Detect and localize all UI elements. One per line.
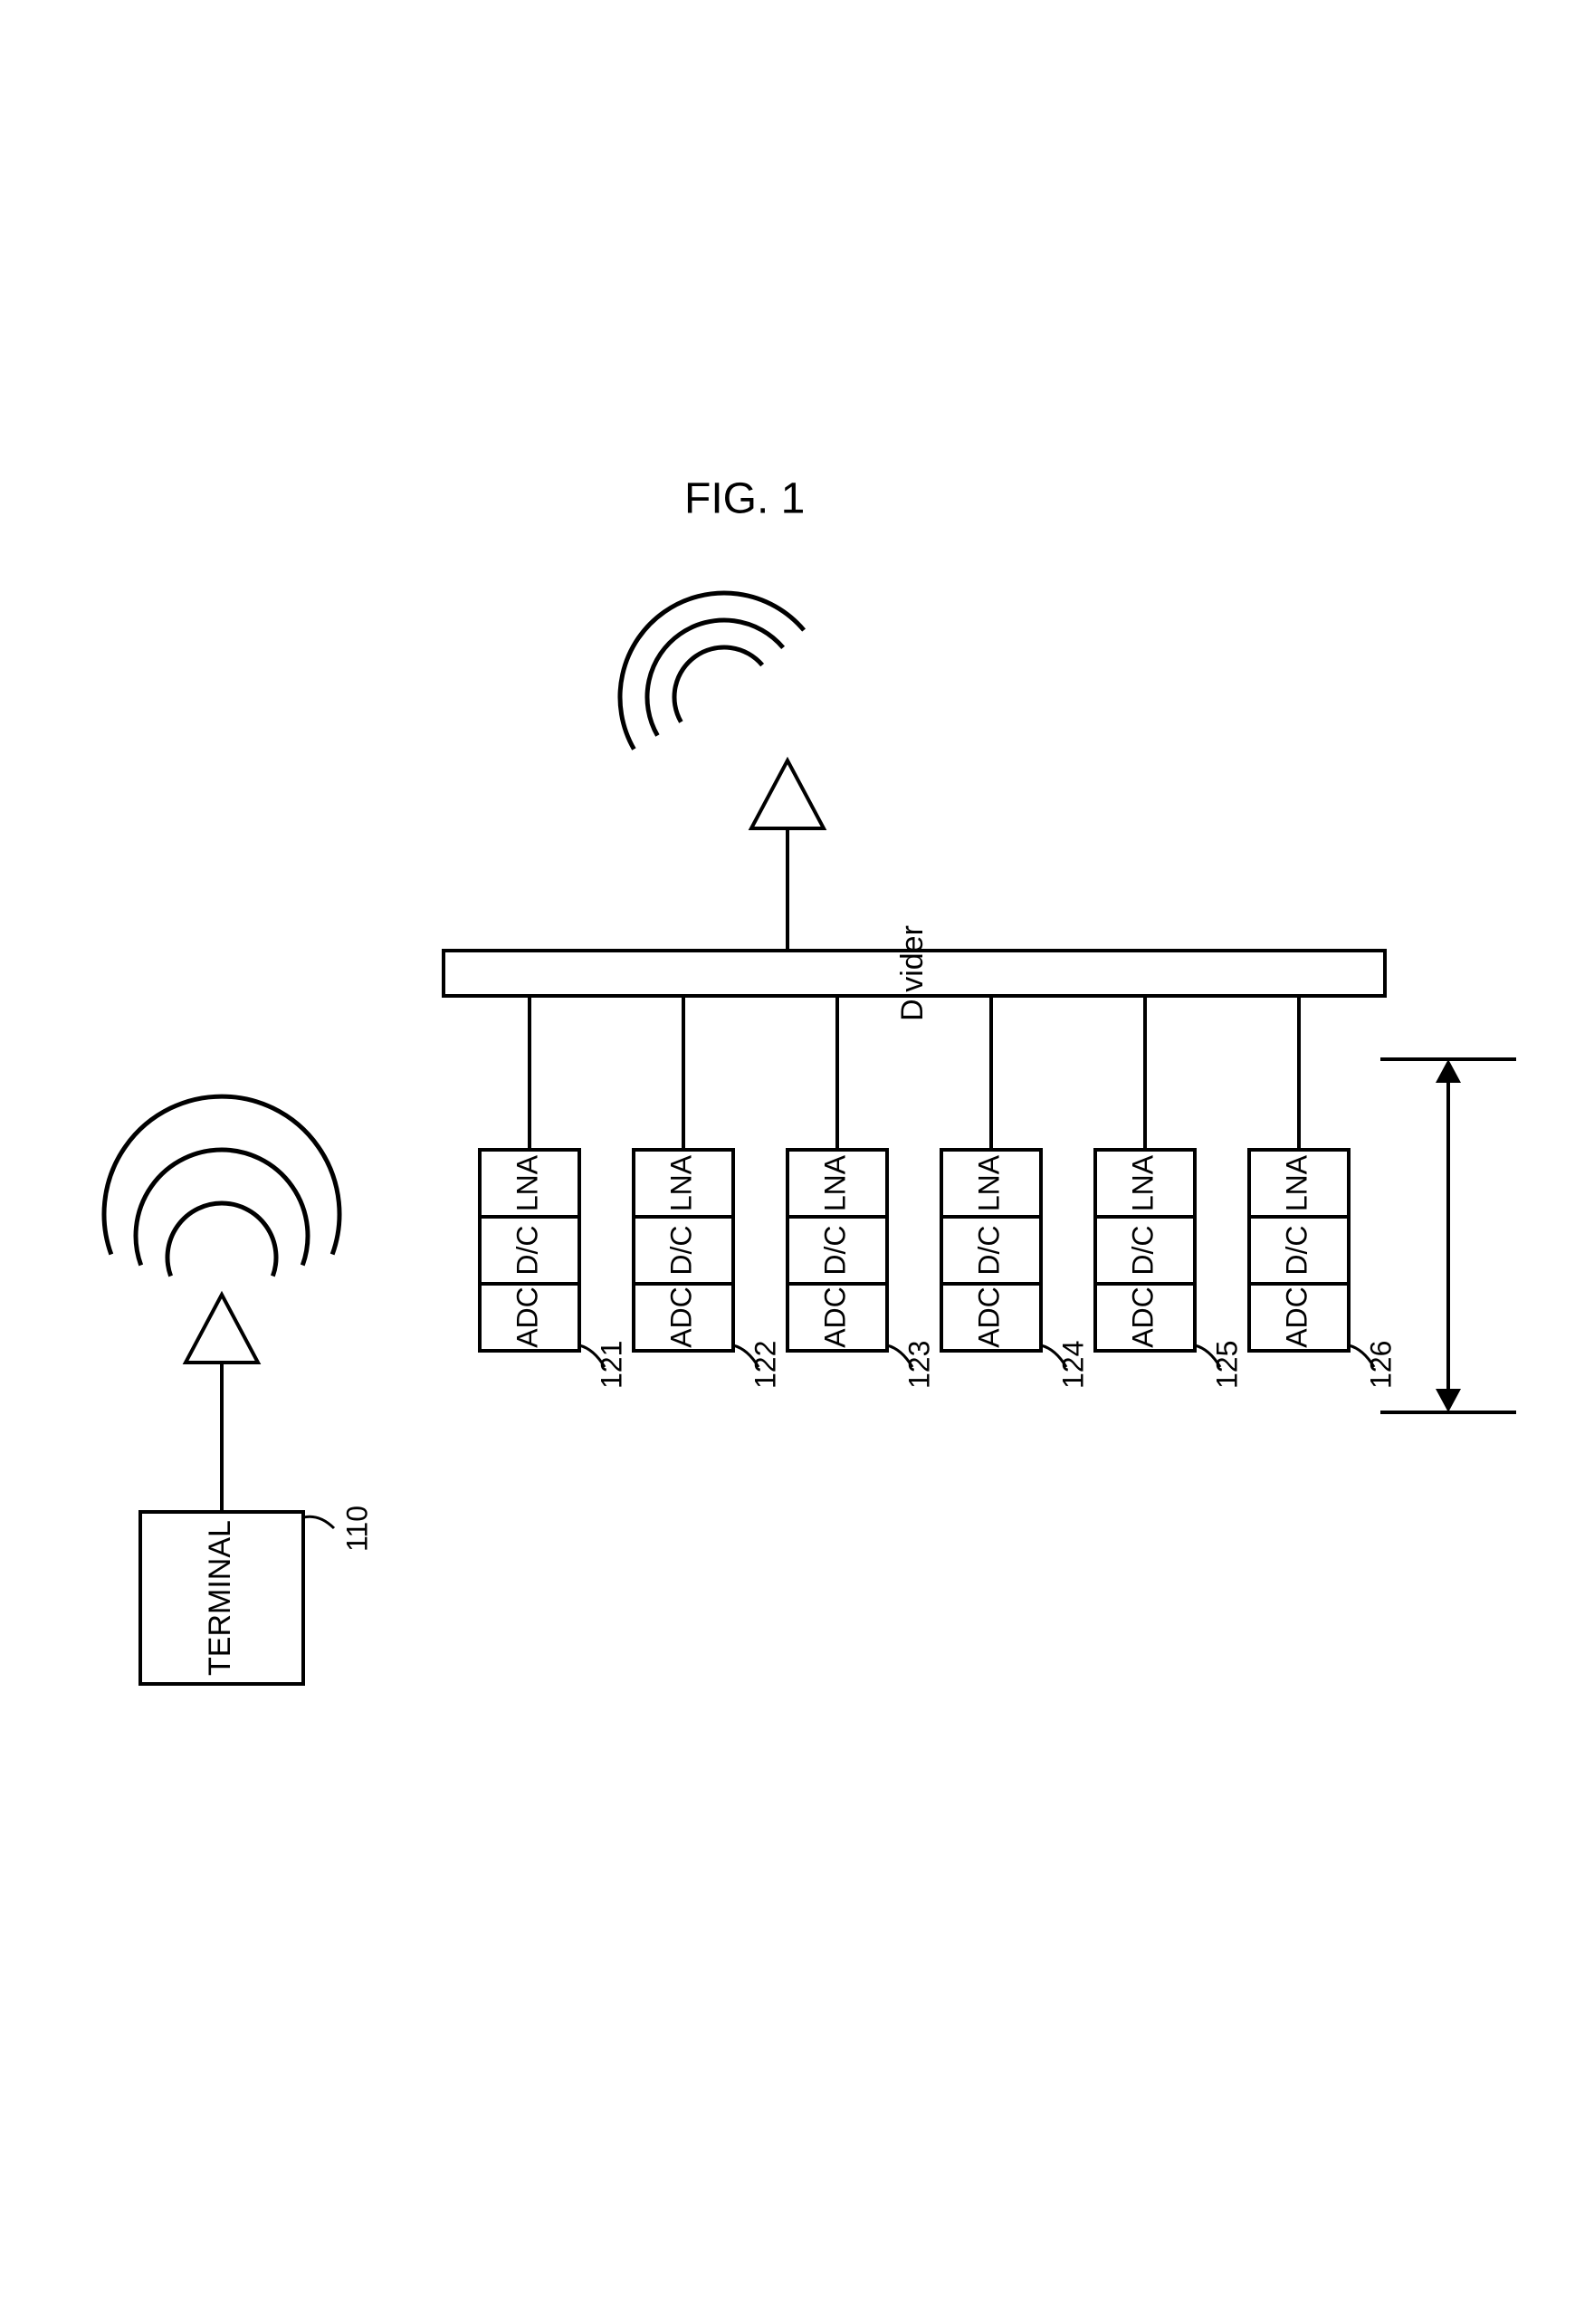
receiver-group: Divider LNA D/C ADC 121 LNA D/C ADC 122 LNA D/C ADC… [444,593,1397,1389]
span-arrow-head-down-icon [1436,1389,1461,1412]
terminal-antenna-icon [186,1295,258,1363]
chain-cell-label: D/C [1126,1225,1159,1275]
terminal-id-label: 110 [340,1506,373,1552]
chain-group: LNA D/C ADC 121 [480,996,627,1389]
chain-cell-label: ADC [972,1286,1005,1348]
receiver-wave-arc [620,593,804,750]
chain-cell-label: D/C [972,1225,1005,1275]
receiver-antenna-icon [751,760,824,828]
chain-id-label: 121 [595,1341,627,1389]
chain-cell-label: D/C [1280,1225,1312,1275]
receiver-wave-arc [674,647,762,722]
terminal-id-leader [303,1516,334,1528]
terminal-label: TERMINAL [203,1520,237,1676]
receiver-wave-arc [647,620,783,736]
chain-cell-label: D/C [818,1225,851,1275]
figure-title: FIG. 1 [684,475,805,523]
chain-group: LNA D/C ADC 125 [1095,996,1243,1389]
chain-cell-label: LNA [1126,1154,1159,1211]
chain-group: LNA D/C ADC 124 [941,996,1089,1389]
chain-cell-label: ADC [511,1286,543,1348]
chain-group: LNA D/C ADC 122 [634,996,781,1389]
span-arrow-head-up-icon [1436,1059,1461,1083]
chain-id-label: 126 [1364,1341,1397,1389]
span-arrow [1380,1059,1516,1412]
chain-cell-label: LNA [511,1154,543,1211]
terminal-wave-arc [136,1150,308,1265]
chain-cell-label: ADC [1280,1286,1312,1348]
terminal-wave-arc [104,1096,339,1254]
chain-cell-label: LNA [972,1154,1005,1211]
chain-id-label: 125 [1210,1341,1243,1389]
chain-cell-label: D/C [664,1225,697,1275]
chain-id-label: 123 [902,1341,935,1389]
chain-cell-label: ADC [664,1286,697,1348]
chain-cell-label: ADC [1126,1286,1159,1348]
chain-id-label: 122 [749,1341,781,1389]
divider-label: Divider [895,925,930,1021]
chain-cell-label: D/C [511,1225,543,1275]
terminal-wave-arc [167,1203,276,1277]
chain-cell-label: LNA [1280,1154,1312,1211]
chain-id-label: 124 [1056,1341,1089,1389]
chain-group: LNA D/C ADC 123 [788,996,935,1389]
chain-cell-label: ADC [818,1286,851,1348]
chain-cell-label: LNA [818,1154,851,1211]
chain-group: LNA D/C ADC 126 [1249,996,1397,1389]
chain-cell-label: LNA [664,1154,697,1211]
terminal-group: TERMINAL 110 [104,1096,373,1684]
